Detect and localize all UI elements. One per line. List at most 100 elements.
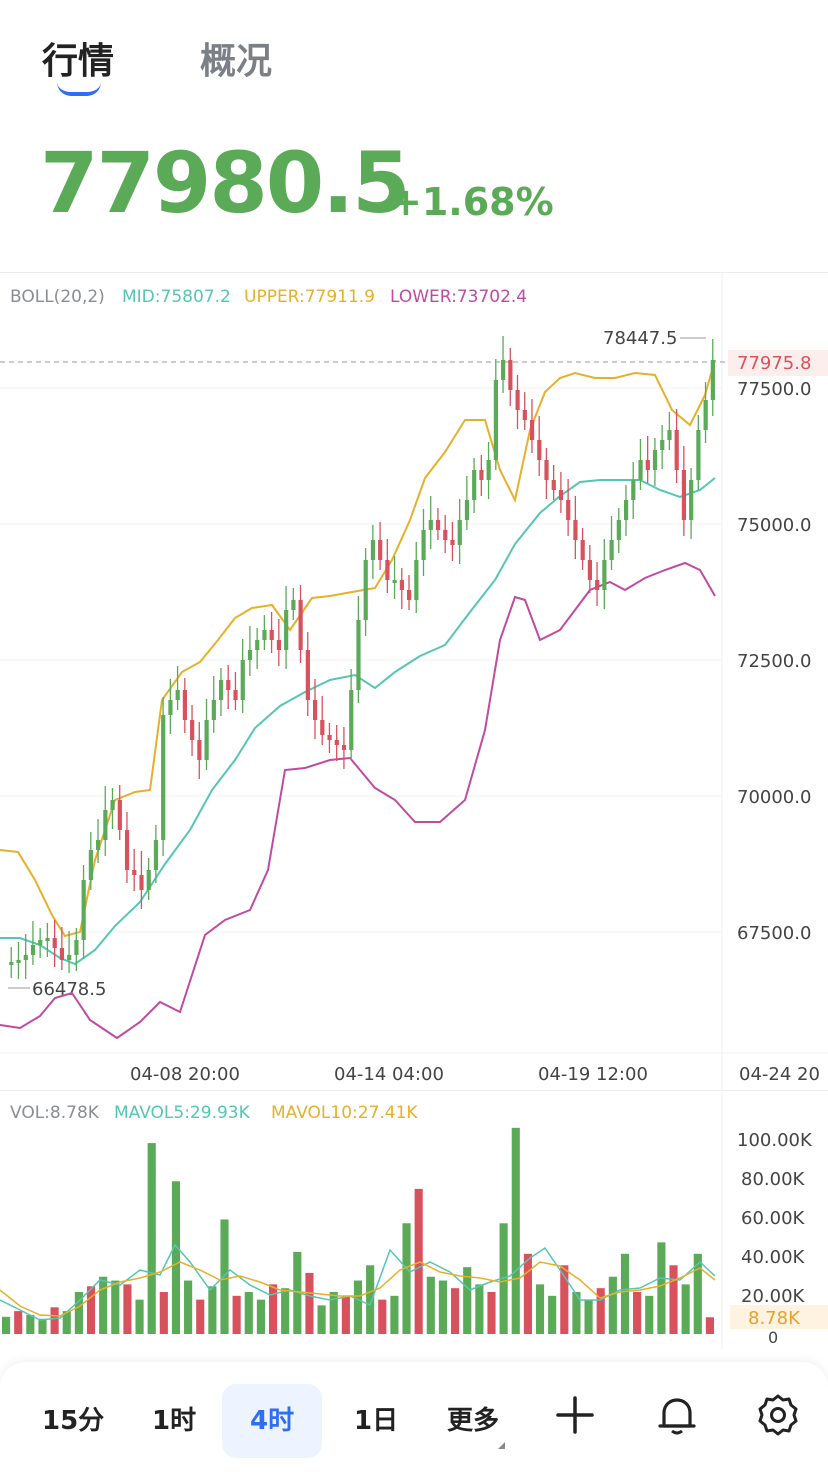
- volume-bar: [111, 1280, 120, 1334]
- volume-bar: [414, 1188, 423, 1334]
- volume-bar: [693, 1253, 702, 1334]
- candle-body: [52, 938, 57, 948]
- candle-body: [327, 735, 332, 740]
- time-axis-label: 04-14 04:00: [334, 1064, 444, 1085]
- volume-bar: [317, 1305, 326, 1334]
- volume-bar: [366, 1265, 375, 1334]
- candle-body: [558, 490, 564, 500]
- price-axis-label: 72500.0: [737, 651, 811, 672]
- candle-body: [703, 400, 708, 430]
- candle-body: [616, 520, 621, 540]
- candle-body: [689, 480, 694, 520]
- tab-overview[interactable]: 概况: [200, 41, 273, 82]
- high-price-label: 78447.5: [603, 328, 677, 349]
- vol-current-label: 8.78K: [748, 1308, 801, 1329]
- candle-body: [182, 690, 188, 720]
- candle-body: [233, 690, 238, 700]
- volume-bar: [74, 1292, 83, 1334]
- candle-body: [45, 938, 50, 941]
- candle-body: [139, 875, 144, 890]
- candle-body: [457, 520, 462, 545]
- candle-body: [522, 410, 527, 420]
- volume-chart[interactable]: VOL:8.78K MAVOL5:29.93K MAVOL10:27.41K 1…: [0, 1092, 828, 1354]
- candle-body: [16, 960, 21, 963]
- candle-body: [378, 540, 383, 560]
- candle-body: [356, 620, 361, 690]
- candle-body: [67, 955, 72, 960]
- gear-icon[interactable]: [755, 1392, 801, 1438]
- candle-body: [370, 540, 376, 560]
- candle-body: [385, 560, 390, 580]
- bell-icon[interactable]: [654, 1392, 700, 1438]
- candle-body: [291, 600, 296, 610]
- interval-1h-button[interactable]: 1时: [152, 1406, 197, 1436]
- vol-axis-label: 80.00K: [741, 1169, 806, 1190]
- volume-bar: [26, 1314, 35, 1334]
- volume-bars-group: [2, 1127, 714, 1334]
- candle-body: [117, 800, 122, 830]
- candle-body: [652, 450, 658, 470]
- candle-body: [349, 690, 354, 750]
- volume-bar: [232, 1295, 241, 1334]
- boll-legend-lower: LOWER:73702.4: [390, 287, 527, 307]
- current-price-tag: [728, 350, 828, 376]
- volume-bar: [426, 1276, 435, 1334]
- chart-divider: [0, 1090, 828, 1091]
- candle-body: [88, 850, 93, 880]
- interval-15m-button[interactable]: 15分: [42, 1406, 105, 1436]
- volume-bar: [244, 1292, 253, 1334]
- candle-body: [710, 360, 715, 400]
- volume-bar: [596, 1288, 605, 1334]
- volume-bar: [511, 1127, 520, 1334]
- more-intervals-button[interactable]: 更多: [447, 1406, 500, 1436]
- tab-market[interactable]: 行情: [42, 41, 115, 82]
- interval-1d-button[interactable]: 1日: [354, 1406, 399, 1436]
- tab-active-indicator: [57, 82, 101, 96]
- candle-body: [537, 440, 542, 460]
- candle-body: [218, 680, 224, 700]
- plus-icon[interactable]: [552, 1392, 598, 1438]
- candle-body: [551, 480, 556, 490]
- candle-body: [96, 840, 101, 850]
- volume-bar: [268, 1284, 278, 1334]
- candle-body: [443, 530, 448, 540]
- candle-body: [602, 560, 607, 590]
- candle-body: [197, 740, 202, 760]
- candle-body: [110, 800, 115, 810]
- volume-bar: [256, 1299, 265, 1334]
- volume-bar: [463, 1267, 472, 1334]
- candle-body: [363, 560, 368, 620]
- volume-bar: [341, 1295, 350, 1334]
- vol-legend-mavol10: MAVOL10:27.41K: [271, 1103, 418, 1123]
- candle-body: [298, 600, 303, 650]
- candle-body: [681, 470, 687, 520]
- candle-body: [74, 940, 79, 955]
- candle-body: [161, 715, 166, 840]
- candle-body: [645, 460, 650, 470]
- candlestick-chart[interactable]: BOLL(20,2) MID:75807.2 UPPER:77911.9 LOW…: [0, 272, 828, 1090]
- header-divider: [0, 272, 828, 273]
- volume-bar: [523, 1253, 532, 1334]
- candle-body: [566, 500, 571, 520]
- candle-body: [341, 745, 347, 750]
- candle-body: [660, 440, 665, 450]
- candle-body: [631, 480, 636, 500]
- candle-body: [399, 580, 404, 590]
- boll-legend-upper: UPPER:77911.9: [244, 287, 375, 307]
- vol-legend-vol: VOL:8.78K: [10, 1103, 100, 1123]
- interval-4h-button[interactable]: 4时: [250, 1406, 295, 1436]
- vol-current-tag: [730, 1305, 828, 1329]
- candle-body: [312, 700, 318, 720]
- candle-body: [81, 880, 86, 940]
- candle-body: [696, 430, 701, 480]
- vol-axis-label: 20.00K: [741, 1286, 806, 1307]
- volume-bar: [390, 1295, 399, 1334]
- volume-bar: [633, 1292, 642, 1334]
- candle-body: [573, 520, 578, 540]
- volume-bar: [645, 1295, 654, 1334]
- candle-body: [9, 962, 14, 965]
- volume-bar: [548, 1295, 557, 1334]
- candle-body: [674, 430, 679, 470]
- volume-bar: [353, 1280, 363, 1334]
- candle-body: [414, 560, 419, 600]
